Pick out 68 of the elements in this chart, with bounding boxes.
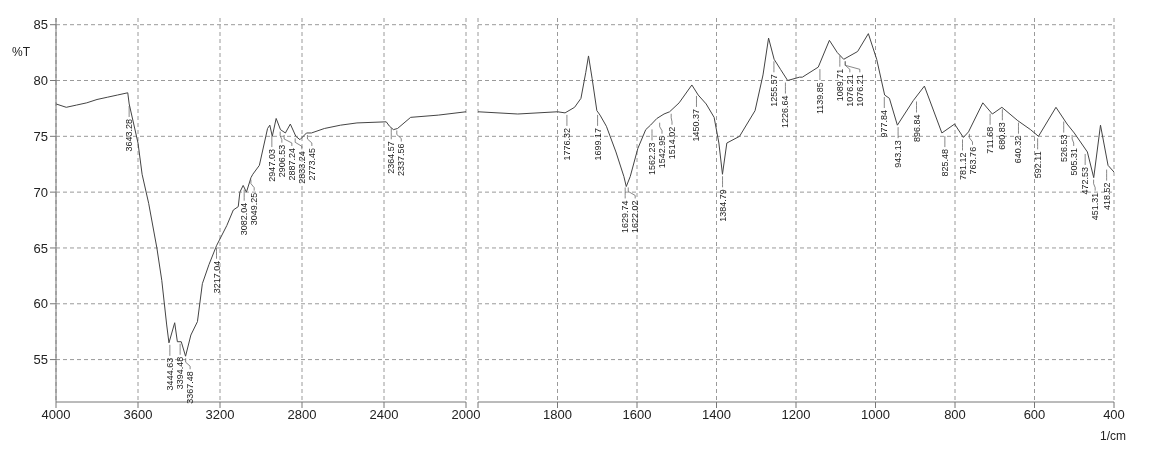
annotation: 896.84 [911, 114, 922, 143]
annotation: 1255.57 [768, 74, 779, 107]
annotation: 781.12 [957, 152, 968, 180]
x-tick-label: 3200 [205, 407, 235, 423]
x-tick-label: 3600 [123, 407, 153, 423]
x-tick-label: 1600 [622, 407, 652, 423]
x-tick-label: 1800 [543, 407, 572, 423]
annotation: 2337.56 [396, 143, 407, 177]
annotation: 680.83 [997, 122, 1008, 150]
annotation: 1776.32 [561, 127, 572, 161]
annotation: 1076.21 [854, 74, 865, 107]
annotation: 1076.21 [844, 74, 855, 107]
line-series [56, 92, 466, 357]
annotation: 418.52 [1101, 182, 1112, 211]
annotation: 592.11 [1032, 151, 1043, 179]
x-tick-label: 1000 [861, 407, 890, 423]
x-tick-label: 4000 [41, 407, 71, 423]
annotation: 2947.03 [266, 149, 277, 182]
annotation: 711.68 [985, 126, 996, 154]
annotation: 1139.85 [814, 82, 825, 114]
annotation: 640.32 [1013, 135, 1024, 164]
annotation: 472.53 [1080, 166, 1091, 195]
annotation: 1514.02 [667, 126, 678, 160]
annotation: 2833.24 [296, 151, 307, 184]
annotation: 3394.48 [175, 356, 186, 390]
annotation: 3082.04 [239, 202, 250, 236]
y-tick-label: 60 [33, 296, 48, 312]
annotation: 1622.02 [630, 200, 641, 233]
annotation: 3367.48 [185, 371, 196, 404]
annotation: 1629.74 [620, 200, 631, 233]
x-tick-label: 2000 [451, 407, 481, 423]
y-axis-title: %T [12, 45, 31, 59]
annotation: 2906.53 [276, 144, 287, 178]
y-tick-label: 85 [33, 17, 48, 33]
annotation: 2773.45 [306, 147, 317, 181]
annotation: 763.76 [967, 146, 978, 175]
x-tick-label: 800 [944, 407, 966, 423]
y-tick-label: 65 [33, 240, 48, 256]
y-tick-label: 70 [33, 184, 48, 200]
x-tick-label: 400 [1103, 407, 1125, 423]
y-tick-label: 55 [33, 352, 48, 368]
annotation: 1384.79 [717, 189, 728, 222]
annotation: 3643.28 [124, 118, 135, 152]
y-tick-label: 80 [33, 73, 48, 89]
annotation: 1542.95 [657, 135, 668, 169]
annotation: 1226.64 [780, 95, 791, 129]
annotation: 977.84 [879, 110, 890, 138]
annotation: 2364.57 [386, 141, 397, 174]
annotation: 526.53 [1058, 134, 1069, 163]
x-tick-label: 1200 [781, 407, 811, 423]
x-tick-label: 2800 [287, 407, 317, 423]
x-tick-label: 600 [1023, 407, 1046, 423]
annotation: 1699.17 [592, 127, 603, 161]
annotation: 2887.24 [286, 147, 297, 181]
annotation: 3217.04 [211, 260, 222, 294]
annotation: 505.31 [1068, 147, 1079, 176]
x-tick-label: 1400 [702, 407, 731, 423]
annotation: 451.31 [1090, 192, 1101, 221]
annotation: 1562.23 [647, 142, 658, 175]
x-axis-title: 1/cm [1099, 429, 1126, 443]
annotation: 943.13 [893, 140, 904, 168]
annotation: 825.48 [939, 149, 950, 177]
annotation: 3049.25 [249, 192, 260, 226]
x-tick-label: 2400 [369, 407, 399, 423]
annotation: 1089.71 [834, 68, 845, 102]
annotation: 3444.63 [164, 357, 175, 391]
y-tick-label: 75 [33, 128, 48, 144]
annotation: 1450.37 [691, 108, 702, 142]
